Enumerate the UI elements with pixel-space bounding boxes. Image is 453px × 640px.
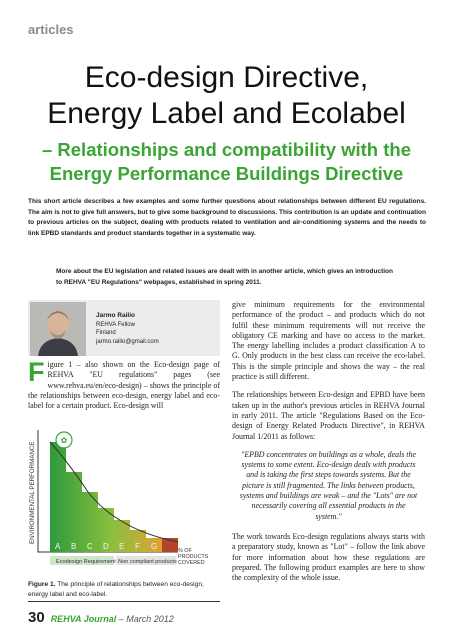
subtitle: – Relationships and compatibility with t… xyxy=(0,138,453,186)
intro: This short article describes a few examp… xyxy=(28,198,426,237)
paragraph: The relationships between Eco-design and… xyxy=(232,390,425,441)
author-info: Jarmo Railio REHVA Fellow Finland jarmo.… xyxy=(96,312,159,346)
class-label: A xyxy=(55,542,61,551)
note: More about the EU legislation and relate… xyxy=(56,268,393,286)
y-axis-label: ENVIRONMENTAL PERFORMANCE xyxy=(29,442,36,544)
caption-text: The principle of relationships between e… xyxy=(28,581,204,598)
title-line: Energy Label and Ecolabel xyxy=(47,97,406,130)
drop-cap: F xyxy=(28,357,45,387)
class-label: D xyxy=(103,542,109,551)
quote: "EPBD concentrates on buildings as a who… xyxy=(239,449,418,521)
class-label: F xyxy=(135,542,140,551)
author-photo xyxy=(30,302,86,356)
subtitle-line: – Relationships and compatibility with t… xyxy=(41,139,411,160)
legend-ecodesign: Ecodesign Requirements xyxy=(56,559,119,565)
footer: 30 REHVA Journal – March 2012 xyxy=(28,610,174,627)
page-number: 30 xyxy=(28,609,45,626)
author-role: REHVA Fellow xyxy=(96,321,135,328)
title-line: Eco-design Directive, xyxy=(84,61,369,94)
eco-flower: ✿ xyxy=(61,436,68,445)
subtitle-line: Energy Performance Buildings Directive xyxy=(49,163,404,184)
section-label: articles xyxy=(28,22,74,37)
class-label: G xyxy=(151,542,157,551)
class-label: C xyxy=(87,542,93,551)
journal: REHVA Journal xyxy=(50,614,117,624)
caption-label: Figure 1. xyxy=(28,581,56,588)
author-name: Jarmo Railio xyxy=(96,312,136,319)
figure: ✿ ENVIRONMENTAL PERFORMANCE A B C D E F G Ecod… xyxy=(28,422,220,577)
author-email: jarmo.railio@gmail.com xyxy=(96,338,159,345)
rule xyxy=(28,601,220,602)
x-axis-label: % OF PRODUCTS COVERED xyxy=(178,548,209,566)
right-column: give minimum requirements for the enviro… xyxy=(232,300,425,583)
figure-caption: Figure 1. The principle of relationships… xyxy=(28,580,220,599)
issue: – March 2012 xyxy=(118,614,174,624)
author-country: Finland xyxy=(96,330,116,336)
paragraph: give minimum requirements for the enviro… xyxy=(232,300,425,382)
title: Eco-design Directive, Energy Label and E… xyxy=(0,60,453,132)
paragraph-text: igure 1 – also shown on the Eco-design p… xyxy=(28,360,220,411)
paragraph: The work towards Eco-design regulations … xyxy=(232,531,425,583)
class-label: E xyxy=(119,542,124,551)
legend-noncompliant: Non compliant products xyxy=(118,559,177,565)
class-label: B xyxy=(71,542,76,551)
